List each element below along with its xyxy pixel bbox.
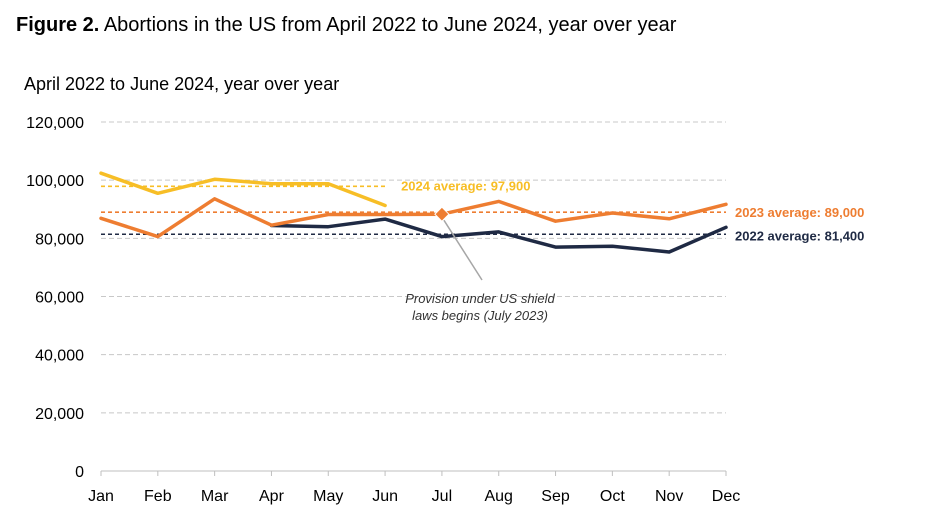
series-lines	[99, 171, 728, 254]
average-label-y2022: 2022 average: 81,400	[735, 228, 864, 243]
x-tick-label: Aug	[484, 488, 512, 505]
figure-title: Figure 2. Abortions in the US from April…	[16, 14, 676, 37]
chart-title: April 2022 to June 2024, year over year	[24, 74, 340, 94]
y-tick-label: 100,000	[26, 173, 84, 190]
x-tick-label: Jul	[432, 488, 452, 505]
x-tick-label: Jun	[372, 488, 398, 505]
average-label-y2023: 2023 average: 89,000	[735, 205, 864, 220]
y-tick-label: 60,000	[35, 290, 84, 307]
x-tick-label: May	[313, 488, 343, 505]
x-tick-label: Apr	[259, 488, 285, 505]
annotation-marker	[434, 206, 450, 222]
x-tick-label: Nov	[655, 488, 683, 505]
y-tick-label: 20,000	[35, 406, 84, 423]
y-tick-label: 120,000	[26, 115, 84, 132]
x-tick-label: Sep	[541, 488, 570, 505]
series-line-y2024	[99, 171, 387, 208]
figure-caption: Abortions in the US from April 2022 to J…	[103, 14, 677, 36]
axes: 0 20,000 40,000 60,000 80,000 100,000 120,000 J…	[26, 115, 740, 505]
y-tick-label: 0	[75, 464, 84, 481]
annotation-leader-line	[443, 219, 483, 281]
y-tick-label: 80,000	[35, 231, 84, 248]
series-line-y2022	[269, 217, 728, 254]
x-tick-label: Feb	[144, 488, 172, 505]
annotation-text: laws begins (July 2023)	[412, 308, 548, 323]
annotation-text: Provision under US shield	[405, 291, 555, 306]
series-line-y2023	[99, 197, 728, 239]
gridlines	[101, 121, 726, 414]
x-tick-label: Oct	[600, 488, 625, 505]
average-label-y2024: 2024 average: 97,900	[401, 178, 530, 193]
y-tick-label: 40,000	[35, 348, 84, 365]
figure-label: Figure 2.	[16, 14, 100, 36]
x-tick-label: Dec	[712, 488, 740, 505]
annotation: Provision under US shield laws begins (Ju…	[405, 206, 556, 323]
x-tick-label: Jan	[88, 488, 114, 505]
x-tick-label: Mar	[201, 488, 229, 505]
average-lines: 2024 average: 97,900 2023 average: 89,000…	[101, 178, 864, 243]
